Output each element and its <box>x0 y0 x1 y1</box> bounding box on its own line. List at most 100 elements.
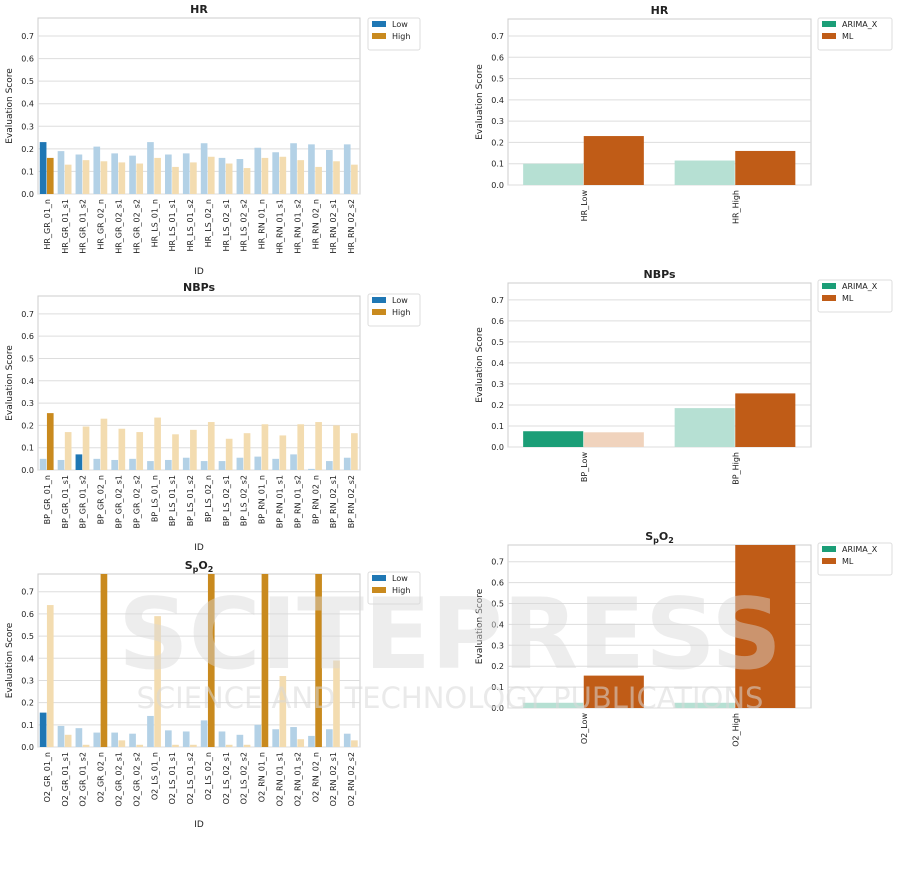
x-tick-label: O2_GR_02_s1 <box>115 752 124 807</box>
y-tick-label: 0.1 <box>21 721 34 730</box>
legend-swatch-ML <box>822 33 836 39</box>
legend-swatch-High <box>372 587 386 593</box>
bar-O2_LS_01_n-Low <box>147 715 154 747</box>
y-tick-label: 0.2 <box>21 145 34 154</box>
legend-swatch-ARIMA_X <box>822 21 836 27</box>
y-tick-label: 0.6 <box>491 317 504 326</box>
bar-BP_Low-ML <box>583 432 644 447</box>
bar-BP_GR_01_s2-High <box>82 426 90 470</box>
bar-BP_GR_02_n-High <box>100 418 108 470</box>
x-tick-label: BP_Low <box>580 452 589 483</box>
bar-BP_LS_02_s1-High <box>225 438 233 470</box>
x-tick-label: HR_RN_01_n <box>258 199 267 249</box>
x-tick-label: O2_LS_02_s2 <box>240 752 249 804</box>
y-tick-label: 0.0 <box>21 466 34 475</box>
chart-4: 0.0 0.1 0.2 0.3 0.4 0.5 0.6 0.7 HR Evaluation Sco… <box>475 4 893 224</box>
y-axis-label: Evaluation Score <box>475 588 485 664</box>
x-tick-label: BP_LS_02_s1 <box>222 475 231 526</box>
bar-HR_RN_01_s1-Low <box>272 152 279 194</box>
bar-BP_RN_02_n-High <box>315 422 322 470</box>
bar-BP_GR_01_s1-Low <box>57 459 65 470</box>
bar-BP_LS_02_s1-Low <box>218 461 226 470</box>
legend-box <box>817 279 893 313</box>
bar-O2_GR_01_n-High <box>46 605 54 747</box>
legend: ARIMA_X ML <box>817 17 893 51</box>
y-tick-label: 0.3 <box>21 122 34 131</box>
bar-BP_LS_01_s1-Low <box>165 459 172 470</box>
bar-HR_RN_01_s1-High <box>279 156 287 194</box>
bar-HR_RN_01_n-High <box>261 157 269 194</box>
y-tick-label: 0.5 <box>21 632 34 641</box>
x-tick-label: O2_LS_02_s1 <box>222 752 231 804</box>
chart-title: NBPs <box>183 281 215 294</box>
bar-O2_LS_02_n-Low <box>200 720 208 747</box>
x-tick-label: BP_RN_01_n <box>258 475 267 524</box>
bar-HR_LS_02_s2-Low <box>236 159 244 194</box>
bar-BP_GR_02_s2-Low <box>129 458 136 470</box>
x-tick-label: BP_LS_01_n <box>150 475 159 522</box>
bar-HR_Low-ML <box>583 136 644 185</box>
y-tick-label: 0.2 <box>21 699 34 708</box>
bar-HR_RN_02_n-High <box>315 166 322 194</box>
x-tick-label: O2_GR_01_s2 <box>79 752 88 807</box>
x-tick-label: BP_LS_01_s2 <box>186 475 195 526</box>
y-tick-label: 0.1 <box>21 167 34 176</box>
bar-HR_High-ARIMA_X <box>674 160 735 185</box>
bar-HR_LS_01_s2-Low <box>182 153 190 194</box>
x-tick-label: O2_RN_01_n <box>258 752 267 802</box>
legend-label: Low <box>392 574 408 583</box>
bar-O2_Low-ARIMA_X <box>523 702 584 708</box>
bar-O2_RN_01_n-Low <box>254 724 262 747</box>
bar-HR_RN_02_s1-Low <box>326 150 333 194</box>
x-axis-label: ID <box>194 267 204 277</box>
bar-HR_GR_01_s1-Low <box>57 151 65 194</box>
y-tick-label: 0.6 <box>21 55 34 64</box>
bar-BP_RN_01_n-High <box>261 424 269 470</box>
x-tick-label: HR_LS_02_n <box>204 199 213 247</box>
bar-O2_RN_02_s2-High <box>351 740 358 747</box>
bar-HR_GR_01_s2-Low <box>75 154 83 194</box>
chart-3: 0.0 0.1 0.2 0.3 0.4 0.5 0.6 0.7 SpO2 Evaluation S… <box>5 559 421 830</box>
legend-swatch-ML <box>822 558 836 564</box>
x-tick-label: O2_RN_02_s2 <box>347 752 356 806</box>
y-tick-label: 0.7 <box>21 588 34 597</box>
legend: Low High <box>367 293 421 327</box>
legend-label: High <box>392 308 410 317</box>
bar-BP_Low-ARIMA_X <box>523 431 584 447</box>
y-tick-label: 0.2 <box>491 138 504 147</box>
x-tick-label: BP_RN_02_s2 <box>347 475 356 528</box>
y-tick-label: 0.1 <box>21 444 34 453</box>
chart-5: 0.0 0.1 0.2 0.3 0.4 0.5 0.6 0.7 NBPs Evaluation S… <box>475 268 893 485</box>
legend-box <box>817 17 893 51</box>
x-tick-label: HR_LS_02_s1 <box>222 199 231 252</box>
bar-O2_RN_01_s2-High <box>297 739 305 747</box>
bar-O2_Low-ML <box>583 675 644 708</box>
y-tick-label: 0.5 <box>491 338 504 347</box>
watermark-tagline: SCIENCE AND TECHNOLOGY PUBLICATIONS <box>137 681 764 715</box>
bar-HR_LS_02_n-Low <box>200 143 208 194</box>
y-tick-label: 0.6 <box>21 610 34 619</box>
bar-O2_RN_01_n-High <box>261 574 269 747</box>
legend-swatch-Low <box>372 21 386 27</box>
bar-HR_GR_02_s1-Low <box>111 153 118 194</box>
y-tick-label: 0.0 <box>491 443 504 452</box>
bar-BP_LS_01_n-High <box>154 417 161 470</box>
legend-label: ML <box>842 32 854 41</box>
legend: Low High <box>367 571 421 605</box>
bar-BP_RN_02_s2-Low <box>343 457 351 470</box>
x-tick-label: BP_GR_02_n <box>97 475 106 524</box>
bar-O2_LS_02_s2-High <box>243 744 251 747</box>
y-tick-label: 0.7 <box>491 32 504 41</box>
x-tick-label: HR_GR_01_n <box>43 199 52 250</box>
y-tick-label: 0.4 <box>21 377 34 386</box>
bar-O2_GR_02_s1-High <box>118 740 126 747</box>
x-tick-label: BP_GR_01_n <box>43 475 52 524</box>
bar-O2_RN_02_s1-Low <box>326 729 333 747</box>
bar-HR_LS_01_s1-High <box>172 166 179 194</box>
legend-swatch-Low <box>372 297 386 303</box>
legend-swatch-Low <box>372 575 386 581</box>
bar-HR_LS_01_n-Low <box>147 142 154 194</box>
bar-HR_RN_02_s2-High <box>351 164 358 194</box>
bar-HR_RN_01_s2-High <box>297 160 305 194</box>
